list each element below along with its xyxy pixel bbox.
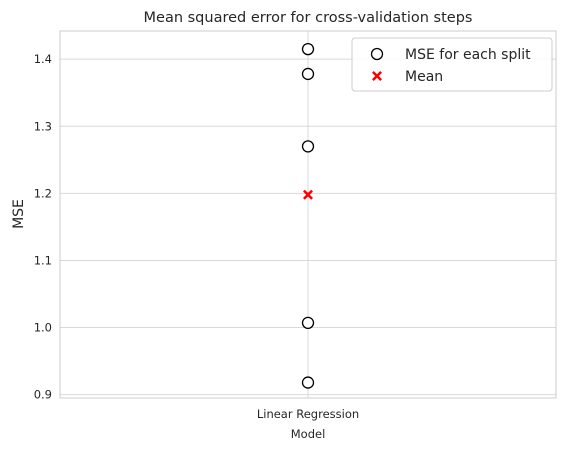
x-tick-labels: Linear Regression (257, 407, 359, 421)
legend-label-mean: Mean (405, 69, 443, 85)
y-axis-label: MSE (11, 199, 27, 229)
legend: MSE for each split Mean (351, 37, 553, 92)
data-marks (301, 42, 315, 389)
y-tick-label: 1.4 (34, 52, 52, 66)
legend-box (351, 37, 553, 92)
x-axis-label: Model (291, 427, 326, 441)
split-mse-point (301, 140, 315, 153)
y-tick-label: 1.0 (34, 321, 52, 335)
legend-label-splits: MSE for each split (405, 47, 531, 63)
split-mse-point (301, 42, 315, 56)
y-tick-label: 1.3 (34, 119, 52, 133)
x-tick-label: Linear Regression (257, 407, 359, 421)
chart-title: Mean squared error for cross-validation … (144, 10, 473, 26)
legend-marker-splits (370, 47, 384, 61)
y-tick-label: 0.9 (34, 388, 52, 402)
split-mse-point (301, 316, 315, 330)
mean-mse-point (303, 189, 313, 200)
split-mse-point (301, 376, 315, 389)
grid-lines (60, 31, 556, 398)
y-tick-label: 1.2 (34, 186, 52, 200)
legend-marker-mean (372, 71, 382, 81)
y-tick-label: 1.1 (34, 253, 52, 267)
split-mse-point (301, 67, 315, 81)
plot-frame (59, 30, 557, 399)
y-tick-labels: 0.9 1.0 1.1 1.2 1.3 1.4 (34, 52, 52, 401)
